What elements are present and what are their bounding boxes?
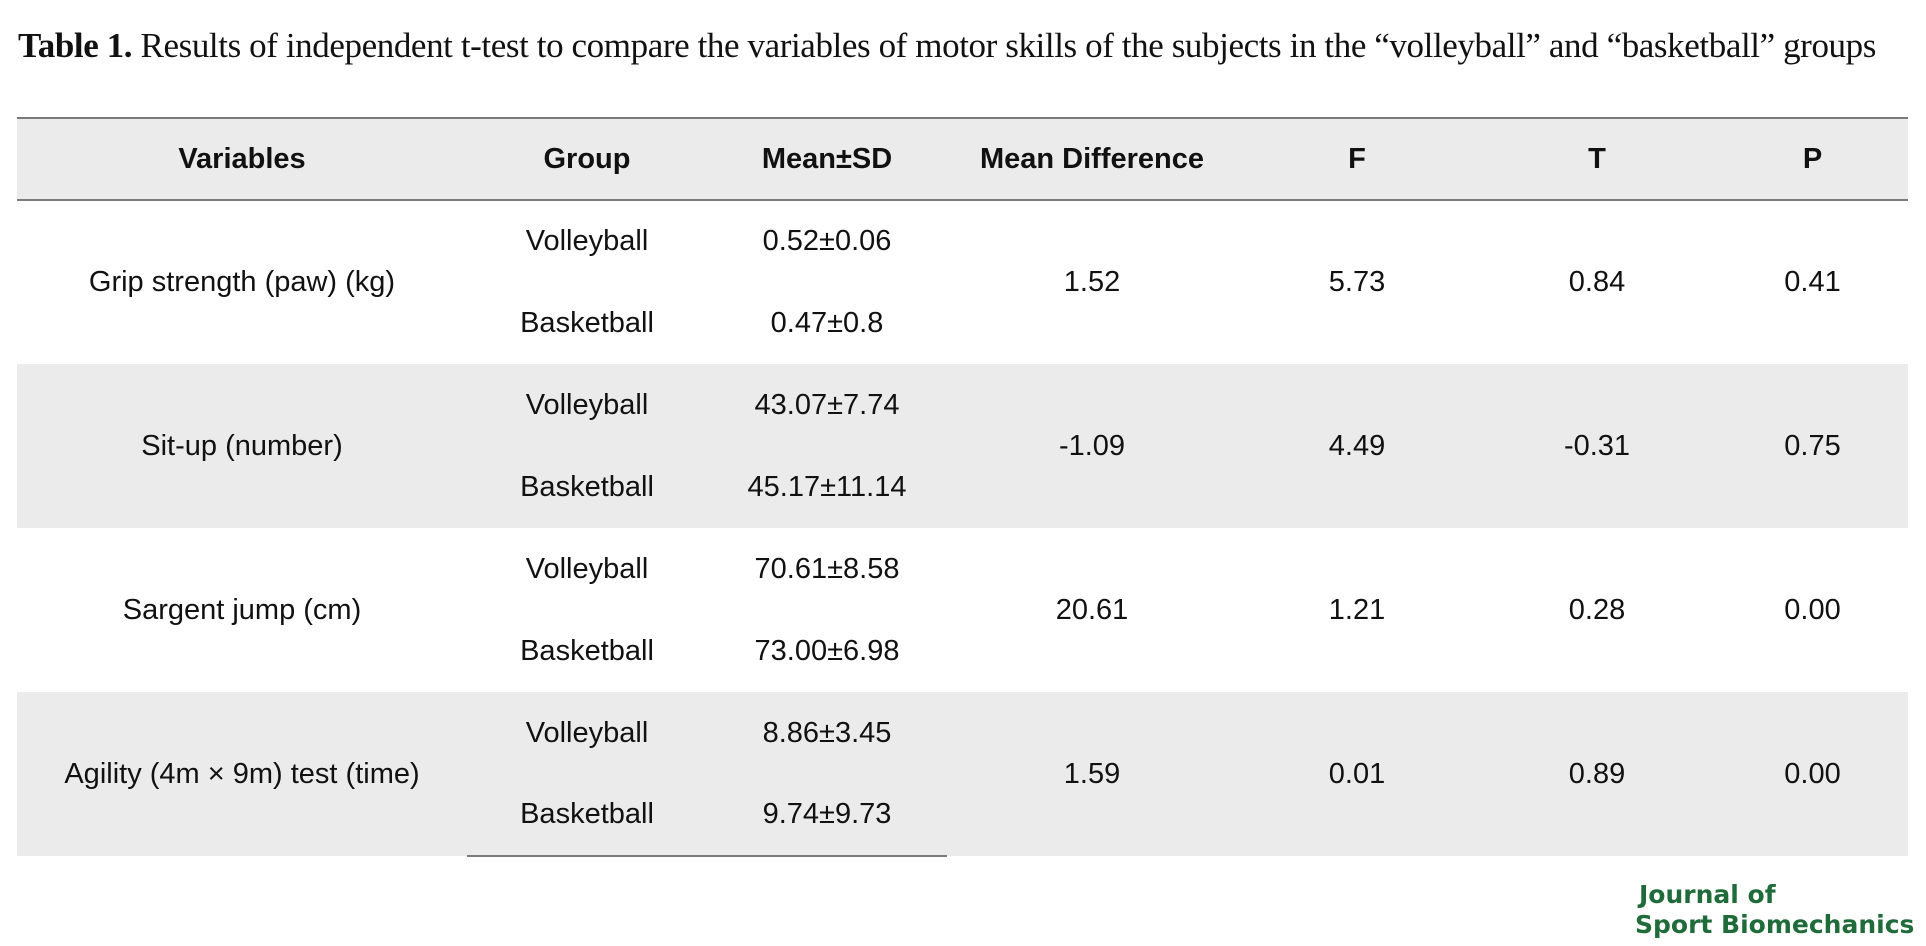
table-row: Agility (4m × 9m) test (time) Volleyball… — [17, 692, 1908, 856]
cell-group: Basketball — [520, 306, 654, 339]
cell-mean-sd: 73.00±6.98 — [754, 634, 900, 667]
cell-group: Basketball — [467, 774, 707, 857]
cell-group: Volleyball — [525, 225, 649, 257]
table-header-row: Variables Group Mean±SD Mean Difference … — [17, 118, 1908, 200]
table-caption: Table 1. Results of independent t-test t… — [18, 22, 1918, 70]
cell-group: Volleyball — [467, 692, 707, 774]
results-table: Variables Group Mean±SD Mean Difference … — [17, 117, 1908, 857]
table-row: Basketball 45.17±11.14 — [17, 446, 1908, 528]
cell-t: -0.31 — [1477, 364, 1717, 528]
cell-group: Basketball — [467, 446, 707, 528]
table-row: Basketball 73.00±6.98 — [17, 610, 1908, 692]
cell-t: 0.28 — [1568, 593, 1626, 626]
table-row: Grip strength (paw) (kg) Volleyball 0.52… — [17, 200, 1908, 298]
cell-f: 1.21 — [1328, 593, 1386, 626]
journal-logo: Journal of Sport Biomechanics — [1635, 880, 1914, 940]
cell-group: Volleyball — [525, 552, 649, 585]
cell-mean-sd: 0.52±0.06 — [762, 225, 892, 257]
journal-logo-line1: Journal of — [1639, 880, 1776, 909]
header-p: P — [1802, 142, 1823, 175]
cell-f: 4.49 — [1237, 364, 1477, 528]
header-mean-difference: Mean Difference — [979, 142, 1204, 175]
journal-logo-line2: Sport Biomechanics — [1635, 910, 1915, 939]
cell-mean-sd: 0.47±0.8 — [770, 306, 884, 339]
header-variables: Variables — [178, 142, 306, 175]
cell-f: 5.73 — [1328, 266, 1386, 298]
cell-mean-sd: 8.86±3.45 — [707, 692, 947, 774]
cell-mean-sd: 43.07±7.74 — [707, 364, 947, 446]
header-group: Group — [543, 142, 631, 175]
header-f: F — [1348, 142, 1366, 175]
cell-mean-difference: 1.52 — [1063, 266, 1121, 298]
cell-p: 0.00 — [1784, 593, 1841, 626]
cell-group: Basketball — [520, 634, 654, 667]
cell-f: 0.01 — [1237, 692, 1477, 856]
table-caption-label: Table 1. — [18, 26, 133, 65]
cell-mean-sd: 9.74±9.73 — [707, 774, 947, 857]
cell-variable: Agility (4m × 9m) test (time) — [17, 692, 467, 856]
cell-p: 0.00 — [1717, 692, 1908, 856]
table-row: Sargent jump (cm) Volleyball 70.61±8.58 … — [17, 528, 1908, 626]
cell-variable: Grip strength (paw) (kg) — [88, 266, 396, 298]
cell-mean-sd: 45.17±11.14 — [707, 446, 947, 528]
table-caption-text: Results of independent t-test to compare… — [140, 26, 1877, 65]
table-row: Basketball 9.74±9.73 — [17, 774, 1908, 857]
cell-variable: Sit-up (number) — [17, 364, 467, 528]
cell-group: Volleyball — [467, 364, 707, 446]
results-table-container: Variables Group Mean±SD Mean Difference … — [17, 117, 1908, 857]
cell-mean-difference: -1.09 — [947, 364, 1237, 528]
table-row: Sit-up (number) Volleyball 43.07±7.74 -1… — [17, 364, 1908, 528]
cell-mean-difference: 1.59 — [947, 692, 1237, 856]
header-t: T — [1588, 142, 1606, 175]
cell-p: 0.41 — [1784, 266, 1841, 298]
cell-t: 0.89 — [1477, 692, 1717, 856]
table-row: Basketball 0.47±0.8 — [17, 282, 1908, 364]
cell-t: 0.84 — [1568, 266, 1626, 298]
cell-p: 0.75 — [1717, 364, 1908, 528]
cell-mean-sd: 70.61±8.58 — [754, 552, 900, 585]
cell-variable: Sargent jump (cm) — [122, 593, 362, 626]
header-mean-sd: Mean±SD — [761, 142, 893, 175]
cell-mean-difference: 20.61 — [1055, 593, 1129, 626]
